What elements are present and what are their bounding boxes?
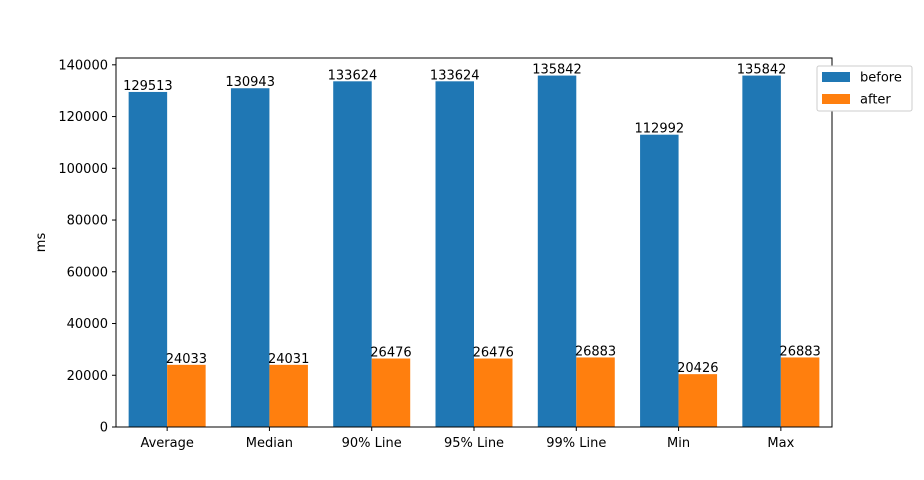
x-tick-label: Max: [767, 436, 794, 451]
bar-before: [742, 75, 781, 428]
bar-value-label: 24033: [166, 352, 207, 367]
bar-value-label: 112992: [635, 122, 685, 137]
y-tick-label: 120000: [58, 110, 108, 125]
bar-value-label: 130943: [225, 75, 275, 90]
y-tick-label: 60000: [67, 265, 108, 280]
x-tick-label: 90% Line: [342, 436, 402, 451]
bar-value-label: 133624: [328, 68, 378, 83]
x-tick-label: 99% Line: [546, 436, 606, 451]
bar-after: [269, 364, 308, 427]
y-axis: 0 20000 40000 60000 80000 100000 120000 140000: [58, 58, 116, 436]
bars-layer: [128, 75, 820, 428]
bar-before: [128, 91, 168, 427]
bar-value-label: 133624: [430, 68, 480, 83]
bar-value-label: 26476: [370, 346, 411, 361]
bar-after: [167, 364, 206, 427]
bar-after: [371, 358, 411, 427]
x-tick-label: 95% Line: [444, 436, 504, 451]
bar-before: [640, 134, 679, 428]
x-tick-label: Min: [667, 436, 690, 451]
bar-value-label: 26883: [575, 344, 616, 359]
y-tick-label: 100000: [58, 162, 108, 177]
x-tick-label: Average: [140, 436, 193, 451]
bar-value-label: 135842: [532, 63, 582, 78]
x-axis: Average Median 90% Line 95% Line 99% Line Min…: [140, 427, 795, 451]
y-tick-label: 140000: [58, 58, 108, 73]
y-tick-label: 0: [100, 421, 108, 436]
bar-value-label: 24031: [268, 352, 309, 367]
bar-before: [435, 81, 474, 428]
bar-value-labels: 129513 24033 130943 24031 133624 26476 133624 2…: [123, 63, 821, 377]
bar-before: [333, 81, 372, 428]
y-axis-label: ms: [34, 233, 49, 253]
bar-after: [474, 358, 513, 427]
bar-value-label: 135842: [737, 63, 787, 78]
legend-label-before: before: [860, 71, 902, 86]
y-tick-label: 80000: [67, 214, 108, 229]
bar-after: [678, 374, 718, 427]
y-tick-label: 40000: [67, 317, 108, 332]
legend-label-after: after: [860, 93, 891, 108]
legend-swatch-after: [822, 94, 850, 104]
bar-after: [780, 357, 820, 427]
bar-value-label: 20426: [677, 361, 718, 376]
bar-before: [537, 75, 577, 428]
bar-value-label: 129513: [123, 79, 173, 94]
x-tick-label: Median: [246, 436, 293, 451]
bar-after: [576, 357, 615, 427]
legend-swatch-before: [822, 72, 850, 82]
bar-value-label: 26476: [473, 346, 514, 361]
legend: before after: [816, 65, 913, 112]
bar-before: [230, 88, 270, 428]
bar-value-label: 26883: [779, 344, 820, 359]
y-tick-label: 20000: [67, 369, 108, 384]
